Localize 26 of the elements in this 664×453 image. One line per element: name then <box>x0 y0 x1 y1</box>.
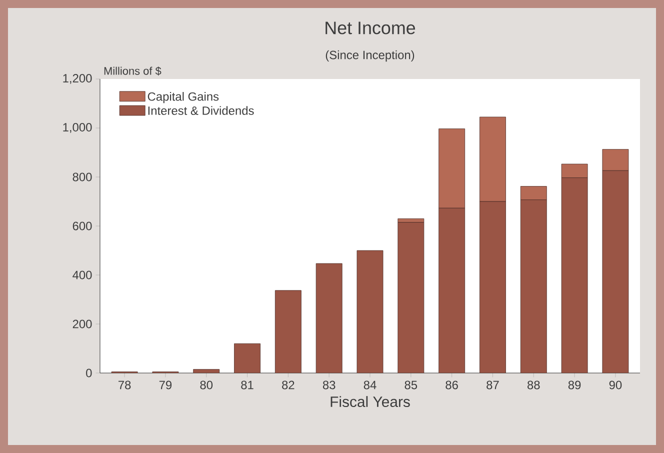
x-tick-label: 88 <box>528 380 540 390</box>
y-axis-title: Millions of $ <box>104 66 162 76</box>
chart-subtitle: (Since Inception) <box>326 50 414 62</box>
x-tick-label: 85 <box>404 380 418 390</box>
y-tick-label: 400 <box>72 270 92 280</box>
x-tick-label: 83 <box>322 380 336 390</box>
x-tick-label: 90 <box>609 380 622 390</box>
y-tick-label: 0 <box>86 368 92 378</box>
legend-label: Interest & Dividends <box>148 106 254 115</box>
x-axis-title: Fiscal Years <box>330 396 410 408</box>
x-tick-label: 84 <box>364 380 376 390</box>
x-tick-label: 86 <box>446 380 458 390</box>
y-tick-label: 200 <box>72 320 92 328</box>
chart-title: Net Income <box>326 22 416 34</box>
x-tick-label: 78 <box>118 380 131 390</box>
x-tick-label: 81 <box>241 380 254 390</box>
x-tick-label: 80 <box>200 380 213 390</box>
y-tick-label: 1,200 <box>63 74 92 84</box>
x-tick-label: 87 <box>486 380 499 390</box>
legend-label: Capital Gains <box>148 92 219 104</box>
y-tick-label: 600 <box>72 222 92 230</box>
x-tick-label: 89 <box>568 380 581 390</box>
x-tick-label: 79 <box>159 380 172 390</box>
x-tick-label: 82 <box>282 380 294 390</box>
y-tick-label: 1,000 <box>63 123 92 133</box>
y-tick-label: 800 <box>72 172 92 182</box>
